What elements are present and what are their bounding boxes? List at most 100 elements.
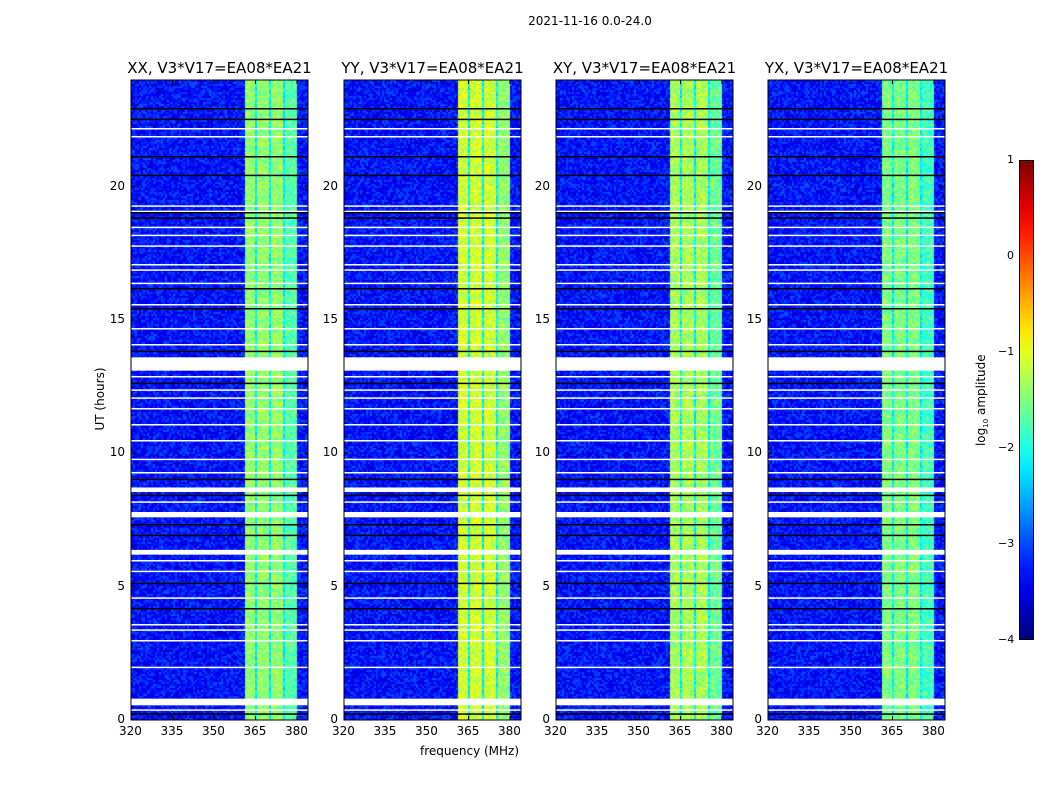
flagged-row-thin bbox=[768, 269, 945, 271]
black-row bbox=[131, 382, 308, 385]
flagged-row bbox=[768, 357, 945, 371]
colorbar-label: log10 amplitude bbox=[973, 354, 991, 447]
black-row bbox=[768, 478, 945, 481]
flagged-row-thin bbox=[344, 136, 521, 138]
flagged-row-thin bbox=[768, 640, 945, 642]
axes-frame bbox=[555, 79, 734, 721]
black-row bbox=[344, 288, 521, 290]
flagged-row-thin bbox=[131, 264, 308, 266]
y-tick-label: 15 bbox=[109, 312, 125, 326]
flagged-row-thin bbox=[556, 245, 733, 247]
flagged-row bbox=[344, 512, 521, 518]
flagged-row-thin bbox=[556, 597, 733, 599]
flagged-row bbox=[131, 512, 308, 518]
flagged-row-thin bbox=[344, 269, 521, 271]
flagged-row bbox=[131, 698, 308, 706]
flagged-row-thin bbox=[768, 128, 945, 130]
black-row bbox=[344, 524, 521, 526]
x-tick-label: 335 bbox=[797, 724, 821, 738]
y-axis-label: UT (hours) bbox=[93, 367, 107, 431]
black-row bbox=[344, 308, 521, 310]
x-tick-label: 350 bbox=[201, 724, 225, 738]
flagged-row-thin bbox=[556, 570, 733, 573]
flagged-row-thin bbox=[768, 344, 945, 346]
black-row bbox=[556, 217, 733, 219]
flagged-row-thin bbox=[768, 389, 945, 391]
black-row bbox=[768, 212, 945, 214]
flagged-row-thin bbox=[344, 344, 521, 346]
black-row bbox=[768, 308, 945, 310]
figure-title: 2021-11-16 0.0-24.0 bbox=[528, 14, 652, 28]
flagged-row bbox=[344, 549, 521, 555]
black-row bbox=[768, 108, 945, 110]
flagged-row-thin bbox=[131, 245, 308, 247]
flagged-row-thin bbox=[131, 440, 308, 442]
flagged-row-thin bbox=[768, 408, 945, 410]
axes-frame bbox=[767, 79, 946, 721]
axes-frame bbox=[130, 79, 309, 721]
flagged-row bbox=[556, 357, 733, 371]
flagged-row-thin bbox=[768, 666, 945, 669]
flagged-row-thin bbox=[344, 128, 521, 130]
flagged-row-thin bbox=[556, 458, 733, 461]
x-tick-label: 380 bbox=[921, 724, 945, 738]
x-axis-label: frequency (MHz) bbox=[420, 744, 520, 758]
flagged-row-thin bbox=[768, 245, 945, 247]
black-row bbox=[131, 217, 308, 219]
flagged-row-thin bbox=[556, 282, 733, 285]
flagged-row-thin bbox=[556, 128, 733, 130]
black-row bbox=[131, 608, 308, 610]
flagged-row-thin bbox=[768, 205, 945, 207]
colorbar-tick-label: −1 bbox=[998, 345, 1015, 358]
black-row bbox=[131, 582, 308, 585]
black-row bbox=[768, 608, 945, 610]
flagged-row-thin bbox=[768, 629, 945, 631]
flagged-row-thin bbox=[344, 629, 521, 631]
flagged-row-thin bbox=[131, 629, 308, 631]
y-tick-label: 20 bbox=[322, 178, 338, 193]
black-row bbox=[344, 350, 521, 353]
flagged-row-thin bbox=[768, 282, 945, 285]
flagged-row-thin bbox=[131, 136, 308, 138]
flagged-row-thin bbox=[556, 264, 733, 266]
flagged-row bbox=[556, 549, 733, 555]
colorbar-tick-label: −2 bbox=[998, 441, 1015, 454]
black-row bbox=[556, 382, 733, 385]
y-tick-label: 20 bbox=[109, 178, 125, 193]
x-tick-label: 365 bbox=[880, 724, 904, 738]
flagged-row-thin bbox=[768, 376, 945, 378]
flagged-row-thin bbox=[131, 597, 308, 599]
x-tick-label: 320 bbox=[332, 724, 355, 738]
black-row bbox=[131, 212, 308, 214]
flagged-row bbox=[344, 698, 521, 706]
heatmap-panel bbox=[343, 79, 522, 721]
black-row bbox=[556, 288, 733, 290]
black-row bbox=[131, 308, 308, 310]
flagged-row-thin bbox=[131, 458, 308, 461]
x-tick-label: 380 bbox=[709, 724, 733, 738]
flagged-row-thin bbox=[131, 328, 308, 330]
flagged-row bbox=[131, 357, 308, 371]
black-row bbox=[556, 174, 733, 177]
panel-title: XX, V3*V17=EA08*EA21 bbox=[127, 59, 312, 77]
x-tick-label: 320 bbox=[119, 724, 142, 738]
black-row bbox=[344, 534, 521, 537]
black-row bbox=[556, 350, 733, 353]
flagged-row bbox=[344, 487, 521, 492]
flagged-row-thin bbox=[344, 389, 521, 391]
flagged-row-thin bbox=[344, 560, 521, 562]
black-row bbox=[344, 713, 521, 715]
y-tick-label: 20 bbox=[746, 178, 762, 193]
flagged-row-thin bbox=[131, 624, 308, 626]
flagged-row-thin bbox=[768, 328, 945, 330]
flagged-row-thin bbox=[131, 560, 308, 562]
flagged-row-thin bbox=[131, 389, 308, 391]
black-row bbox=[768, 524, 945, 526]
black-row bbox=[344, 582, 521, 585]
black-row bbox=[768, 382, 945, 385]
flagged-row-thin bbox=[131, 344, 308, 346]
flagged-row-thin bbox=[131, 709, 308, 711]
flagged-row-thin bbox=[344, 709, 521, 711]
flagged-row-thin bbox=[131, 501, 308, 503]
flagged-row-thin bbox=[556, 440, 733, 442]
